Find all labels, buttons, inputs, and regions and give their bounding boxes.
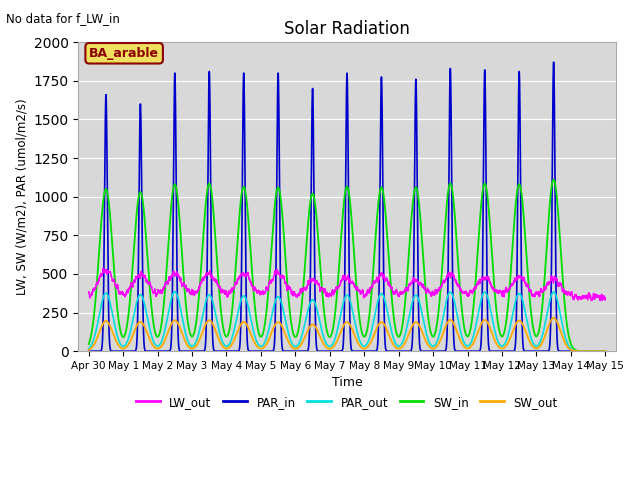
SW_in	[600, 348, 607, 354]
SW_out	[602, 348, 609, 354]
PAR_out	[195, 328, 203, 334]
SW_in	[418, 238, 426, 243]
Legend: LW_out, PAR_in, PAR_out, SW_in, SW_out: LW_out, PAR_in, PAR_out, SW_in, SW_out	[132, 391, 563, 413]
PAR_in	[418, 348, 426, 354]
PAR_out	[600, 348, 607, 354]
Line: PAR_in: PAR_in	[89, 62, 605, 351]
LW_out	[85, 289, 93, 295]
SW_out	[550, 315, 557, 321]
PAR_out	[85, 346, 93, 351]
PAR_out	[171, 289, 179, 295]
Line: SW_out: SW_out	[89, 318, 605, 351]
LW_out	[195, 285, 203, 291]
LW_out	[596, 298, 604, 303]
LW_out	[190, 289, 198, 295]
SW_in	[492, 297, 499, 302]
PAR_in	[492, 348, 499, 354]
PAR_in	[195, 348, 203, 354]
Line: LW_out: LW_out	[89, 268, 605, 300]
PAR_in	[602, 348, 609, 354]
SW_in	[85, 341, 93, 347]
SW_in	[550, 177, 557, 182]
Y-axis label: LW, SW (W/m2), PAR (umol/m2/s): LW, SW (W/m2), PAR (umol/m2/s)	[15, 98, 28, 295]
SW_out	[600, 348, 607, 354]
Line: SW_in: SW_in	[89, 180, 605, 351]
SW_out	[278, 324, 286, 329]
Title: Solar Radiation: Solar Radiation	[284, 20, 410, 38]
PAR_out	[602, 348, 609, 354]
Text: BA_arable: BA_arable	[89, 47, 159, 60]
Line: PAR_out: PAR_out	[89, 292, 605, 351]
PAR_out	[492, 330, 499, 336]
LW_out	[418, 283, 426, 288]
LW_out	[602, 297, 609, 302]
SW_in	[195, 290, 203, 296]
PAR_in	[600, 348, 607, 354]
LW_out	[600, 293, 607, 299]
PAR_out	[418, 311, 426, 317]
SW_in	[190, 331, 198, 337]
PAR_in	[550, 60, 557, 65]
SW_out	[190, 345, 198, 351]
SW_out	[418, 329, 426, 335]
X-axis label: Time: Time	[332, 376, 362, 389]
SW_in	[602, 348, 609, 354]
SW_in	[278, 209, 286, 215]
PAR_in	[278, 344, 286, 349]
PAR_out	[278, 302, 286, 308]
SW_out	[85, 347, 93, 353]
LW_out	[278, 272, 286, 278]
LW_out	[100, 265, 108, 271]
SW_out	[492, 339, 499, 345]
PAR_in	[85, 348, 93, 354]
SW_out	[195, 337, 203, 343]
LW_out	[492, 288, 499, 293]
Text: No data for f_LW_in: No data for f_LW_in	[6, 12, 120, 25]
PAR_in	[190, 348, 198, 354]
PAR_out	[190, 342, 198, 348]
